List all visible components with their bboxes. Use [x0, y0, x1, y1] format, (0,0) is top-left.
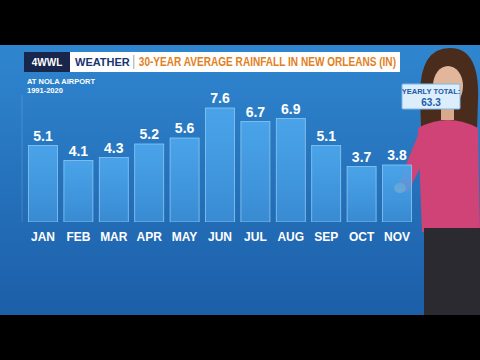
total-label: YEARLY TOTAL: — [402, 87, 460, 96]
data-label: 5.1 — [33, 128, 53, 144]
y-axis-line — [22, 95, 23, 223]
bar — [64, 161, 93, 223]
chart-root: 5.1 4.1 4.3 5.2 5.6 7.6 6.7 6.9 5.1 3.7 3.8 JAN FEB M… — [0, 0, 480, 360]
subtitle: AT NOLA AIRPORT — [27, 77, 95, 86]
x-tick-labels: JAN FEB MAR APR MAY JUN JUL AUG SEP OCT NOV — [31, 230, 410, 244]
logo-box — [24, 52, 70, 72]
x-tick-label: NOV — [384, 230, 410, 244]
bar — [276, 119, 305, 223]
skirt — [424, 228, 480, 315]
x-tick-label: OCT — [349, 230, 375, 244]
total-value: 63.3 — [421, 97, 441, 108]
bar — [312, 146, 341, 223]
total-box — [402, 84, 460, 109]
subtitle: 1991-2020 — [27, 86, 63, 95]
bar — [206, 108, 235, 222]
x-tick-label: AUG — [277, 230, 304, 244]
x-tick-label: APR — [137, 230, 163, 244]
data-label: 3.7 — [352, 149, 372, 165]
x-tick-label: MAR — [100, 230, 128, 244]
blouse — [418, 120, 480, 232]
data-label: 6.9 — [281, 101, 301, 117]
bar — [241, 122, 270, 223]
divider — [133, 55, 134, 69]
background — [0, 45, 480, 315]
x-tick-label: JUN — [208, 230, 232, 244]
data-label: 5.2 — [139, 126, 159, 142]
title: 30-YEAR AVERAGE RAINFALL IN NEW ORLEANS … — [139, 55, 396, 69]
logo: 4WWL — [32, 57, 63, 68]
bar — [135, 144, 164, 222]
data-label: 5.1 — [316, 128, 336, 144]
bar — [170, 138, 199, 222]
bar — [383, 165, 412, 222]
bar — [347, 167, 376, 223]
section-label: WEATHER — [75, 56, 130, 68]
x-tick-label: SEP — [314, 230, 338, 244]
data-label: 7.6 — [210, 90, 230, 106]
data-label: 6.7 — [246, 104, 266, 120]
x-tick-label: JUL — [244, 230, 267, 244]
data-label: 4.3 — [104, 140, 124, 156]
letterbox — [0, 0, 480, 360]
x-tick-label: MAY — [172, 230, 198, 244]
data-label: 3.8 — [387, 147, 407, 163]
data-labels: 5.1 4.1 4.3 5.2 5.6 7.6 6.7 6.9 5.1 3.7 3.8 — [33, 90, 407, 165]
bars — [29, 108, 412, 222]
title-bar — [70, 52, 400, 72]
data-label: 5.6 — [175, 120, 195, 136]
bar — [29, 146, 58, 223]
data-label: 4.1 — [69, 143, 89, 159]
x-tick-label: FEB — [66, 230, 90, 244]
x-tick-label: JAN — [31, 230, 55, 244]
bar — [99, 158, 128, 223]
